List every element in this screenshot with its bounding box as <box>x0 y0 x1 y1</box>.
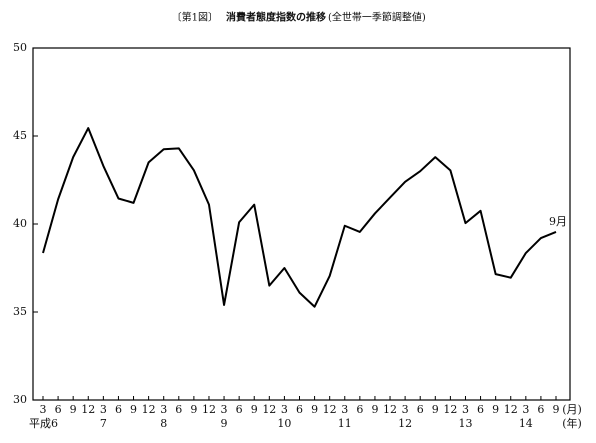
year-label: 14 <box>519 417 533 430</box>
plot-frame <box>32 47 571 401</box>
x-tick-label: 9 <box>130 403 137 416</box>
year-label: 平成6 <box>29 417 58 430</box>
x-tick-label: 3 <box>522 403 529 416</box>
x-tick-label: 3 <box>40 403 47 416</box>
x-tick-label: 6 <box>55 403 62 416</box>
year-label: 11 <box>338 417 352 430</box>
x-tick-label: 12 <box>142 403 156 416</box>
year-label: 7 <box>100 417 107 430</box>
x-tick-label: 9 <box>251 403 258 416</box>
x-tick-label: 9 <box>553 403 560 416</box>
month-unit: (月) <box>562 403 582 416</box>
x-tick-label: 12 <box>202 403 216 416</box>
y-tick-label: 40 <box>13 217 27 230</box>
x-tick-label: 3 <box>221 403 228 416</box>
x-tick-label: 6 <box>236 403 243 416</box>
x-tick-label: 6 <box>296 403 303 416</box>
x-tick-label: 6 <box>477 403 484 416</box>
x-tick-label: 9 <box>190 403 197 416</box>
x-tick-label: 3 <box>462 403 469 416</box>
annotation: 9月 <box>549 215 567 228</box>
x-tick-label: 6 <box>115 403 122 416</box>
y-tick-label: 50 <box>13 41 27 54</box>
year-label: 12 <box>398 417 412 430</box>
x-tick-label: 3 <box>160 403 167 416</box>
x-tick-label: 6 <box>537 403 544 416</box>
x-tick-label: 12 <box>323 403 337 416</box>
x-tick-label: 12 <box>383 403 397 416</box>
y-tick-label: 30 <box>13 393 27 406</box>
figure-label: 〔第1図〕 <box>172 11 218 24</box>
x-tick-label: 3 <box>341 403 348 416</box>
y-tick-label: 45 <box>13 129 27 142</box>
x-tick-label: 6 <box>417 403 424 416</box>
data-line <box>42 127 557 308</box>
x-tick-label: 9 <box>70 403 77 416</box>
x-tick-label: 12 <box>443 403 457 416</box>
x-tick-label: 3 <box>402 403 409 416</box>
chart-title: 消費者態度指数の推移 <box>226 11 326 24</box>
x-tick-label: 12 <box>262 403 276 416</box>
x-tick-label: 9 <box>432 403 439 416</box>
x-tick-label: 12 <box>81 403 95 416</box>
x-tick-label: 6 <box>356 403 363 416</box>
y-tick-label: 35 <box>13 305 27 318</box>
year-label: 9 <box>221 417 228 430</box>
x-tick-label: 3 <box>281 403 288 416</box>
year-label: 13 <box>458 417 472 430</box>
chart-subtitle: (全世帯一季節調整値) <box>328 11 426 24</box>
year-label: 10 <box>277 417 291 430</box>
x-tick-label: 6 <box>175 403 182 416</box>
x-tick-label: 3 <box>100 403 107 416</box>
year-label: 8 <box>160 417 167 430</box>
x-tick-label: 9 <box>492 403 499 416</box>
x-tick-label: 12 <box>504 403 518 416</box>
x-tick-label: 9 <box>311 403 318 416</box>
year-unit: (年) <box>562 416 582 430</box>
x-tick-label: 9 <box>371 403 378 416</box>
